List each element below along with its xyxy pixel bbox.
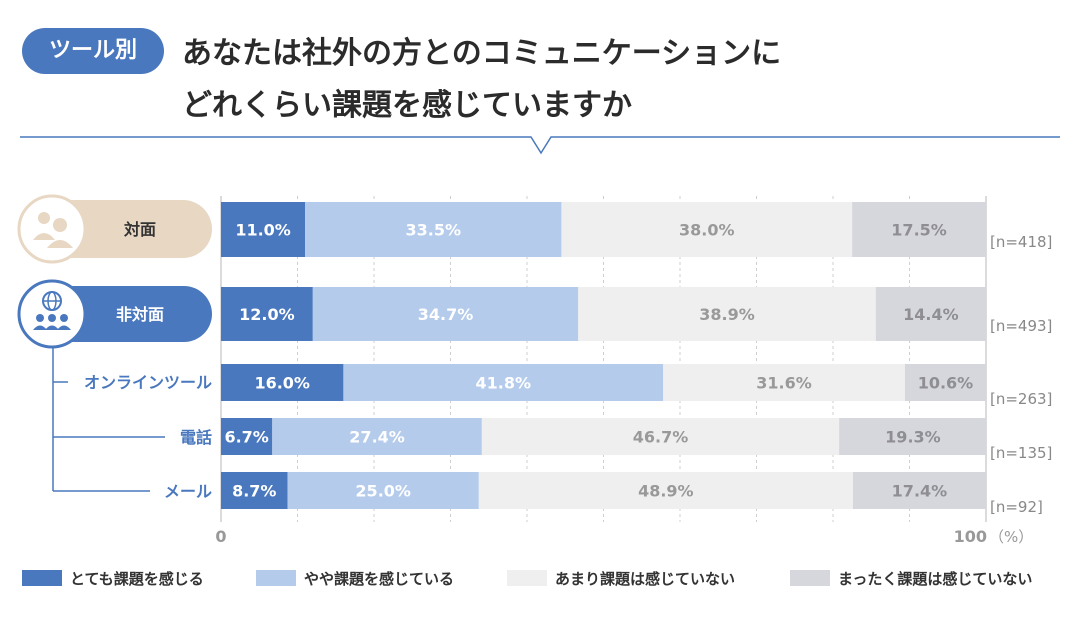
bar-segment <box>305 202 562 257</box>
people-icon <box>33 212 73 248</box>
data-label: 34.7% <box>418 305 474 324</box>
bar-segment <box>478 472 853 509</box>
category-label: オンラインツール <box>84 373 212 392</box>
title-line-1: あなたは社外の方とのコミュニケーションに <box>182 36 782 71</box>
bar-segment <box>312 287 579 341</box>
legend-label: やや課題を感じている <box>304 569 455 588</box>
legend-swatch <box>256 570 296 586</box>
row-label-taimen: 対面 <box>17 194 212 264</box>
bar-segment <box>839 418 987 455</box>
legend-swatch <box>22 570 62 586</box>
category-label: 非対面 <box>116 305 164 324</box>
legend-item: まったく課題は感じていない <box>790 567 1032 589</box>
title-line-2: どれくらい課題を感じていますか <box>182 88 632 123</box>
legend-label: とても課題を感じる <box>70 569 204 588</box>
legend-swatch <box>790 570 830 586</box>
sample-size-label: [n=92] <box>990 498 1043 516</box>
bar-segment <box>578 287 876 341</box>
bar-segment <box>221 202 306 257</box>
legend-label: まったく課題は感じていない <box>838 569 1033 588</box>
bar-segment <box>221 472 288 509</box>
legend-label: あまり課題は感じていない <box>555 569 736 588</box>
data-label: 14.4% <box>903 305 959 324</box>
legend-item: やや課題を感じている <box>256 567 454 589</box>
subcategory-connector <box>52 347 165 492</box>
data-label: 17.5% <box>891 221 947 240</box>
data-label: 46.7% <box>633 428 689 447</box>
category-label: 電話 <box>180 428 212 447</box>
data-label: 17.4% <box>892 482 948 501</box>
bar-segment <box>852 202 986 257</box>
data-label: 6.7% <box>224 428 268 447</box>
x-axis-unit: （%） <box>989 528 1033 546</box>
globe-people-icon <box>33 291 71 330</box>
x-tick-label-max: 100 <box>954 527 987 546</box>
bar-segment <box>287 472 479 509</box>
data-label: 38.0% <box>679 221 735 240</box>
data-label: 12.0% <box>239 305 295 324</box>
bar-segment <box>272 418 482 455</box>
bar-segment <box>221 418 273 455</box>
x-tick-label-min: 0 <box>215 527 226 546</box>
row-label-hitaimen: 非対面 <box>17 279 212 349</box>
bar-segment <box>221 364 344 401</box>
bar-segment <box>221 287 313 341</box>
category-badge: ツール別 <box>22 28 164 74</box>
sample-size-label: [n=263] <box>990 390 1052 408</box>
bar-segment <box>875 287 986 341</box>
category-label: 対面 <box>123 220 156 239</box>
data-label: 38.9% <box>699 305 755 324</box>
legend-item: とても課題を感じる <box>22 567 204 589</box>
sample-size-label: [n=135] <box>990 444 1052 462</box>
bar-segment <box>481 418 840 455</box>
sample-size-label: [n=493] <box>990 317 1052 335</box>
bar-segment <box>343 364 664 401</box>
title-divider <box>20 136 1060 155</box>
legend-item: あまり課題は感じていない <box>507 567 735 589</box>
data-label: 31.6% <box>756 374 812 393</box>
data-label: 25.0% <box>355 482 411 501</box>
data-label: 33.5% <box>406 221 462 240</box>
bar-segment <box>561 202 853 257</box>
category-label: メール <box>164 482 212 501</box>
data-label: 11.0% <box>235 221 291 240</box>
page-title: あなたは社外の方とのコミュニケーションに どれくらい課題を感じていますか <box>182 28 1042 132</box>
legend-swatch <box>507 570 547 586</box>
data-label: 27.4% <box>349 428 405 447</box>
sample-size-label: [n=418] <box>990 233 1052 251</box>
data-label: 41.8% <box>476 374 532 393</box>
data-label: 10.6% <box>918 374 974 393</box>
data-label: 48.9% <box>638 482 694 501</box>
data-label: 19.3% <box>885 428 941 447</box>
bar-segment <box>852 472 986 509</box>
bar-segment <box>663 364 905 401</box>
data-label: 16.0% <box>254 374 310 393</box>
data-label: 8.7% <box>232 482 276 501</box>
bar-segment <box>904 364 986 401</box>
